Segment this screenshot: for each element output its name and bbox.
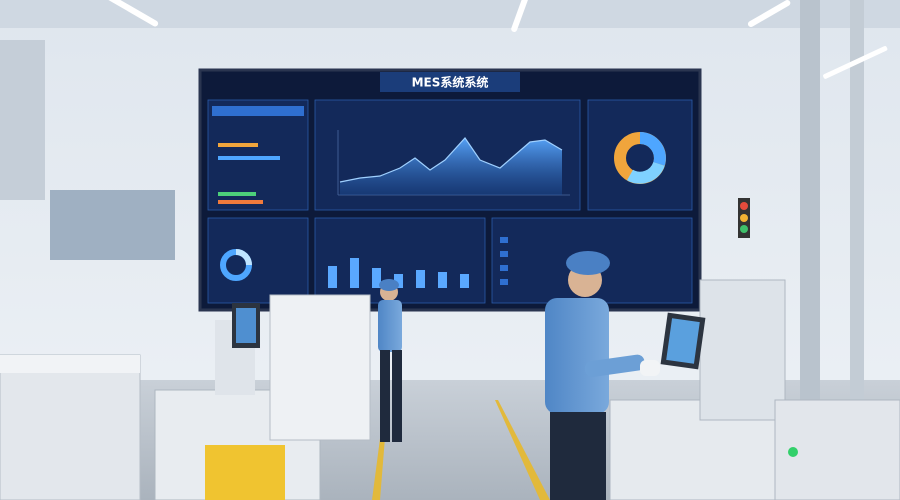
machines-part [205,445,285,500]
machines-part [269,294,371,441]
worker-near-part [566,251,610,275]
donut-chart [220,132,666,281]
bar-chart-part [372,268,381,288]
ceiling-lights [103,0,888,79]
ceiling-lights-part [511,0,529,32]
background-part [0,40,45,200]
worker-near-part [584,354,645,378]
dashboard-panel-part [314,217,486,304]
screen-title: MES系统系统 [412,75,489,90]
status-list-part [500,279,508,285]
status-list [500,237,508,285]
machines-part [0,354,141,500]
status-list-part [500,251,508,257]
bar-chart-part [416,270,425,288]
bar-chart-part [460,274,469,288]
worker-far-part [392,350,402,442]
worker-near-part [545,298,609,414]
bar-chart-part [438,272,447,288]
progress-bars-part [218,143,258,147]
machines-part [740,214,748,222]
dashboard-panel-part [587,99,693,211]
area-chart [337,130,570,196]
background-part [800,0,820,400]
donut-chart-part [235,249,252,266]
ceiling-lights-part [103,0,159,27]
worker-far-part [378,300,402,352]
dashboard-panel [207,99,693,304]
progress-bars [212,106,304,204]
machines [0,198,900,500]
donut-chart-part [639,132,666,166]
worker-far-part [380,350,390,442]
worker-far [378,279,402,442]
mes-screen-part [380,72,520,92]
bar-chart-part [350,258,359,288]
background-part [50,190,175,260]
machines-part [740,202,748,210]
bar-chart [328,258,469,288]
machines-part [0,355,140,373]
donut-chart-part [626,161,665,184]
machines-part [740,225,748,233]
progress-bars-part [218,200,263,204]
background-part [850,0,864,400]
machines-part [666,318,700,364]
mes-screen: MES系统系统 [198,68,702,312]
machines-part [788,447,798,457]
status-list-part [500,237,508,243]
progress-bars-part [212,106,304,116]
ceiling-lights-part [747,0,791,27]
progress-bars-part [218,192,256,196]
dashboard-panel-part [207,99,309,211]
status-list-part [500,265,508,271]
worker-near-part [640,360,660,376]
machines-part [699,279,786,421]
ceiling-lights-part [823,46,888,79]
worker-near-part [550,412,606,500]
worker-near [545,251,660,500]
area-chart-part [339,137,563,183]
progress-bars-part [218,156,280,160]
worker-far-part [379,279,399,291]
background-part [495,400,550,500]
area-chart-part [340,138,562,195]
bar-chart-part [394,274,403,288]
machines-part [236,308,256,343]
bar-chart-part [328,266,337,288]
